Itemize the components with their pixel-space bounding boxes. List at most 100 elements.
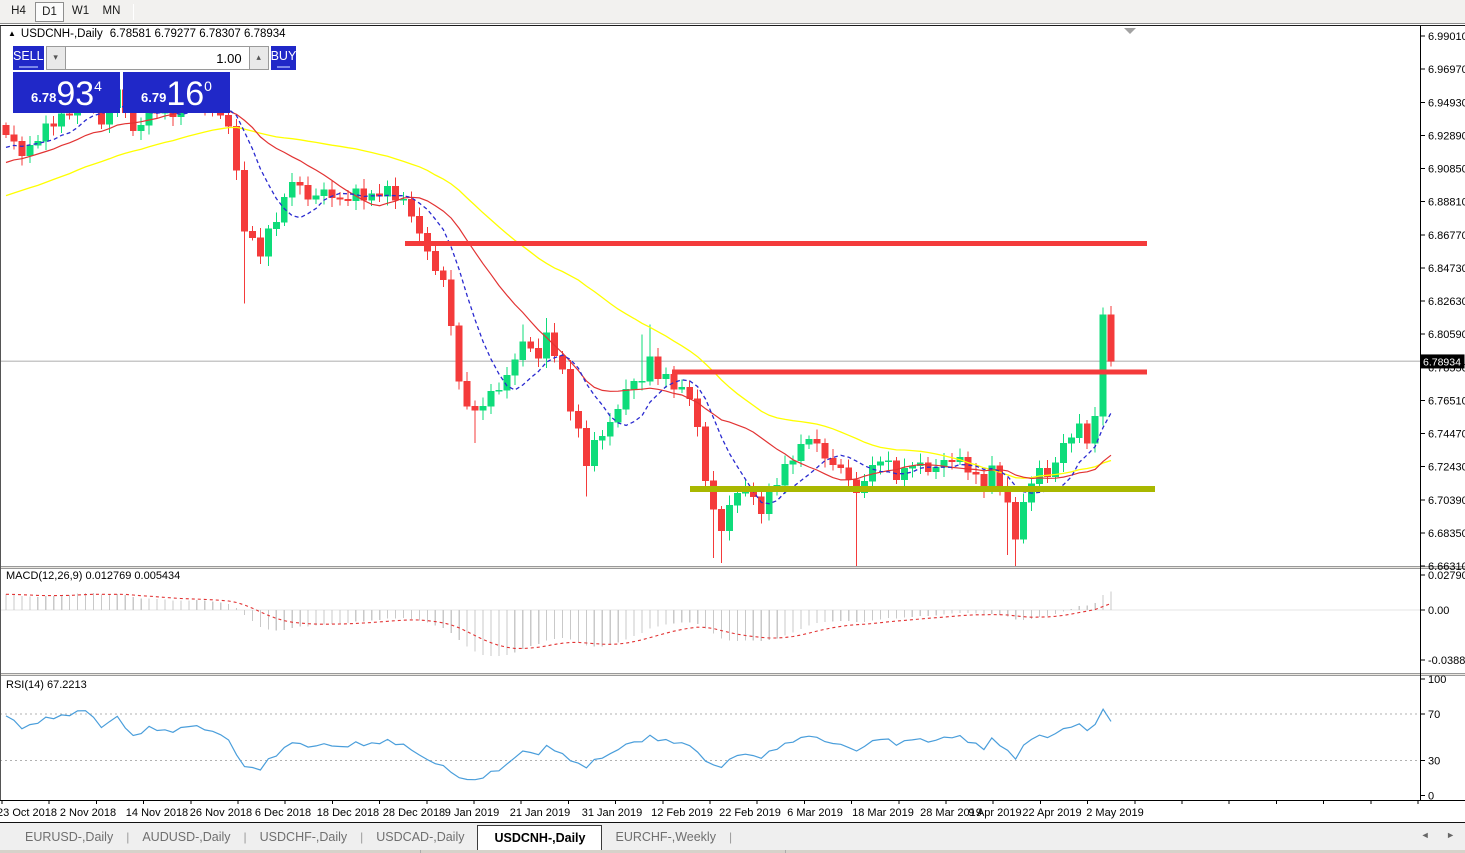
tab-scroll-left-icon[interactable]: ◄	[1420, 830, 1430, 840]
tab-scroll-right-icon[interactable]: ►	[1446, 830, 1455, 840]
sell-price-pips: 93	[56, 75, 95, 113]
volume-decrease-button[interactable]: ▾	[45, 46, 66, 70]
ohlc-values: 6.78581 6.79277 6.78307 6.78934	[109, 28, 286, 40]
price-axis-label: 6.94930	[1428, 97, 1465, 109]
date-axis-label: 18 Mar 2019	[852, 807, 914, 819]
macd-axis-label: 0.00	[1428, 605, 1449, 617]
rsi-axis-label: 70	[1428, 709, 1440, 721]
date-axis-label: 14 Nov 2018	[126, 807, 188, 819]
price-axis-label: 6.88810	[1428, 197, 1465, 209]
price-chart-canvas[interactable]: 6.99010 6.96970 6.94930 6.92890 6.90850 6.888…	[0, 26, 1465, 822]
buy-button[interactable]: BUY	[270, 46, 297, 70]
date-axis-label: 22 Feb 2019	[719, 807, 781, 819]
tab-separator: |	[360, 830, 364, 844]
price-axis-label: 6.92890	[1428, 130, 1465, 142]
date-axis-label: 6 Mar 2019	[787, 807, 843, 819]
ma-slow-line	[5, 126, 1112, 479]
status-bar	[0, 850, 1465, 853]
price-axis-label: 6.96970	[1428, 64, 1465, 76]
tab-separator: |	[126, 830, 130, 844]
ma-fast-line	[5, 105, 1112, 505]
price-axis-label: 6.84730	[1428, 263, 1465, 275]
chart-tab-usdchf[interactable]: USDCHF-,Daily	[259, 830, 348, 844]
tab-scroll-arrows: ◄ ►	[1407, 830, 1455, 840]
price-axis-label: 6.72430	[1428, 462, 1465, 474]
chart-tab-eurchf[interactable]: EURCHF-,Weekly	[615, 830, 716, 844]
price-axis-label: 6.86770	[1428, 230, 1465, 242]
volume-increase-button[interactable]: ▴	[248, 46, 269, 70]
macd-indicator-label: MACD(12,26,9) 0.012769 0.005434	[6, 570, 181, 582]
date-axis-label: 2 May 2019	[1086, 807, 1143, 819]
chart-tab-bar: EURUSD-,Daily | AUDUSD-,Daily | USDCHF-,Dail…	[0, 822, 1465, 851]
buy-price-pips: 16	[166, 75, 205, 113]
pane-splitter[interactable]	[0, 673, 1465, 676]
rsi-axis-label: 0	[1428, 791, 1434, 803]
tab-separator: |	[243, 830, 247, 844]
date-axis-label: 9 Jan 2019	[445, 807, 499, 819]
date-axis-label: 28 Dec 2018	[383, 807, 445, 819]
date-axis-label: 31 Jan 2019	[582, 807, 643, 819]
candlestick-series	[2, 73, 1115, 568]
chart-tab-usdcnh[interactable]: USDCNH-,Daily	[477, 824, 603, 851]
macd-axis-label: 0.027908	[1428, 570, 1465, 582]
current-price-label: 6.78934	[1423, 356, 1461, 368]
price-axis-label: 6.80590	[1428, 329, 1465, 341]
rsi-axis-label: 100	[1428, 674, 1446, 686]
date-axis: 23 Oct 2018 2 Nov 2018 14 Nov 2018 26 Nov 2…	[0, 800, 1419, 819]
date-axis-label: 2 Nov 2018	[60, 807, 116, 819]
current-price-box	[1420, 354, 1465, 369]
date-axis-label: 18 Dec 2018	[317, 807, 379, 819]
timeframe-button-mn[interactable]: MN	[102, 5, 121, 17]
date-axis-label: 6 Dec 2018	[255, 807, 311, 819]
volume-input[interactable]	[65, 46, 249, 70]
price-axis-label: 6.74470	[1428, 429, 1465, 441]
chart-window-border	[0, 25, 1465, 26]
price-axis-label: 6.82630	[1428, 296, 1465, 308]
price-axis-label: 6.68350	[1428, 528, 1465, 540]
chart-tab-eurusd[interactable]: EURUSD-,Daily	[25, 830, 114, 844]
macd-axis: 0.027908 0.00 -0.038871	[1420, 570, 1465, 667]
chart-shift-marker-icon	[1124, 28, 1136, 34]
buy-price-button[interactable]: 6.79160	[123, 72, 230, 113]
price-axis-label: 6.76510	[1428, 395, 1465, 407]
buy-price-base: 6.79	[141, 90, 167, 105]
buy-price-point: 0	[204, 78, 212, 94]
macd-histogram	[5, 591, 1112, 657]
date-axis-label: 26 Nov 2018	[190, 807, 252, 819]
date-axis-label: 9 Apr 2019	[968, 807, 1021, 819]
ma-mid-line	[5, 107, 1112, 481]
status-divider	[785, 850, 786, 853]
one-click-trade-panel: SELL ▾ ▴ BUY 6.78934 6.79160	[13, 46, 297, 113]
date-axis-label: 28 Mar 2019	[920, 807, 982, 819]
sell-price-button[interactable]: 6.78934	[13, 72, 120, 113]
timeframe-toolbar: H4 D1 W1 MN	[0, 0, 1465, 24]
ohlc-marker-icon: ▲	[8, 29, 16, 38]
date-axis-label: 12 Feb 2019	[651, 807, 713, 819]
timeframe-button-h4[interactable]: H4	[11, 5, 26, 17]
status-divider	[420, 850, 421, 853]
price-axis-label: 6.66310	[1428, 561, 1465, 573]
timeframe-button-w1[interactable]: W1	[71, 5, 90, 17]
pane-splitter[interactable]	[0, 566, 1465, 569]
chart-area[interactable]: 6.99010 6.96970 6.94930 6.92890 6.90850 6.888…	[0, 26, 1465, 822]
price-axis-label: 6.70390	[1428, 495, 1465, 507]
chart-tab-usdcad[interactable]: USDCAD-,Daily	[376, 830, 465, 844]
date-axis-label: 21 Jan 2019	[510, 807, 571, 819]
rsi-indicator-label: RSI(14) 67.2213	[6, 679, 87, 691]
sell-price-base: 6.78	[31, 90, 57, 105]
price-axis: 6.99010 6.96970 6.94930 6.92890 6.90850 6.888…	[1420, 31, 1465, 573]
timeframe-button-d1[interactable]: D1	[35, 2, 64, 22]
date-axis-label: 23 Oct 2018	[0, 807, 57, 819]
rsi-axis-label: 30	[1428, 756, 1440, 768]
sell-button[interactable]: SELL	[13, 46, 44, 70]
date-axis-label: 22 Apr 2019	[1022, 807, 1081, 819]
chart-tab-audusd[interactable]: AUDUSD-,Daily	[142, 830, 231, 844]
rsi-axis: 100 70 30 0	[1420, 674, 1446, 803]
price-axis-label: 6.90850	[1428, 164, 1465, 176]
rsi-line	[5, 708, 1112, 781]
macd-signal-line	[5, 593, 1112, 650]
price-axis-label: 6.99010	[1428, 31, 1465, 43]
chart-title: ▲ USDCNH-,Daily 6.78581 6.79277 6.78307 6.…	[8, 28, 286, 40]
toolbar-separator	[133, 4, 134, 20]
tab-separator: |	[728, 830, 733, 844]
